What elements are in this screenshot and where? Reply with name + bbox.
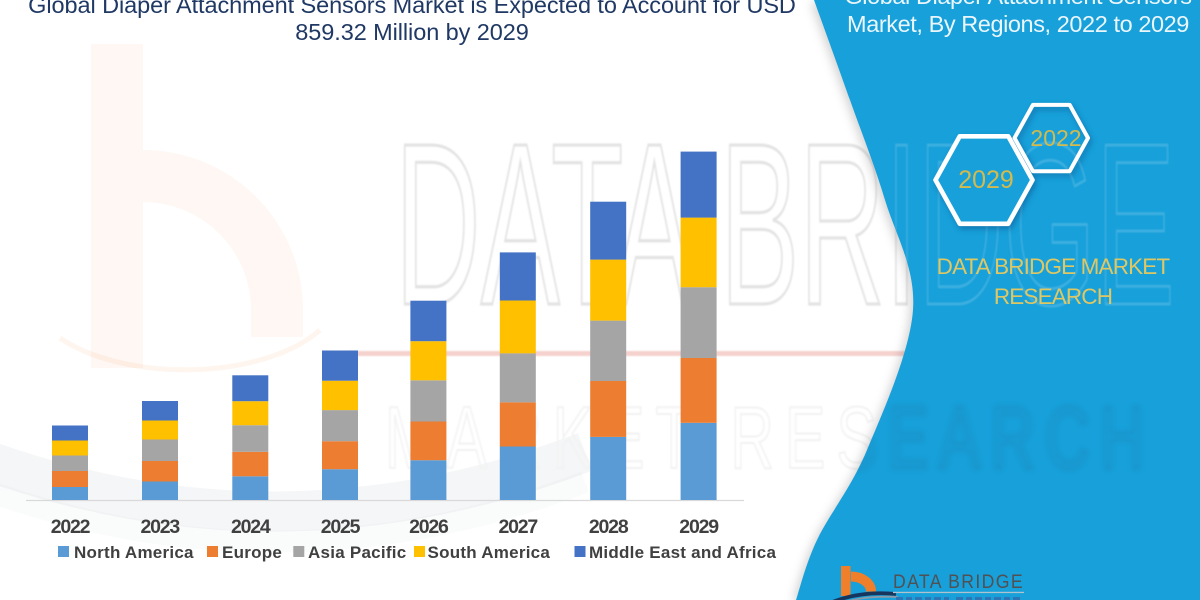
svg-text:DATA BRIDGE: DATA BRIDGE (893, 571, 1024, 593)
